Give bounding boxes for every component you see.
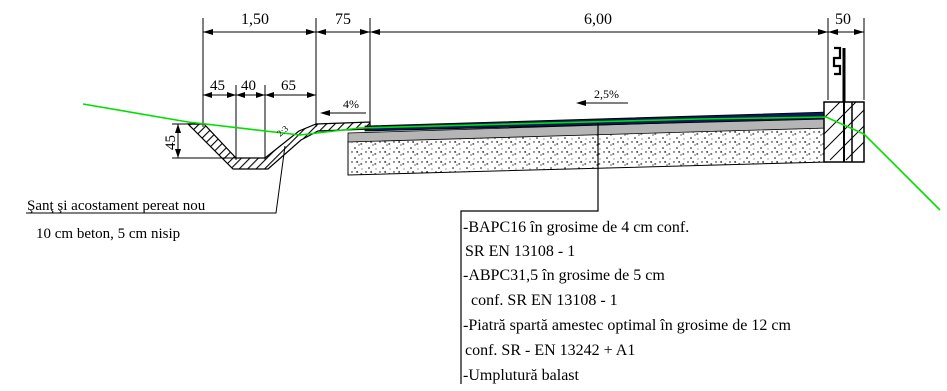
terrain-line: [82, 103, 941, 211]
layer-line: -Piatră spartă amestec optimal în grosim…: [463, 317, 791, 334]
dim-ditch-right: 65: [281, 78, 296, 94]
dim-ditch-bottom: 40: [241, 78, 256, 94]
layer-line: -Umplutură balast: [463, 367, 580, 384]
dimension-arrows: [175, 29, 864, 158]
guardrail: [823, 46, 865, 163]
layer-line: conf. SR - EN 13242 + A1: [465, 342, 635, 359]
dim-guardrail-width: 50: [835, 11, 851, 28]
layers-legend: -BAPC16 în grosime de 4 cm conf. SR EN 1…: [463, 219, 791, 384]
slope-arrow-shoulder: [320, 110, 366, 116]
slope-shoulder-label: 4%: [343, 97, 359, 111]
ditch-note-leader: [26, 145, 286, 214]
ditch-slope-ratio: 2:3: [275, 123, 291, 138]
layer-line: conf. SR EN 13108 - 1: [467, 292, 618, 309]
layer-line: -BAPC16 în grosime de 4 cm conf.: [463, 219, 689, 236]
dim-ditch-depth: 45: [163, 135, 179, 150]
dim-ditch-width: 1,50: [241, 11, 269, 28]
dim-shoulder-width: 75: [335, 11, 351, 28]
layers-leader: [460, 123, 599, 384]
layer-line: SR EN 13108 - 1: [465, 243, 575, 260]
ditch-note-line2: 10 cm beton, 5 cm nisip: [36, 226, 180, 242]
slope-road-label: 2,5%: [594, 87, 619, 101]
dim-carriageway-width: 6,00: [584, 11, 612, 28]
ditch-note-line1: Şanţ şi acostament pereat nou: [27, 198, 206, 214]
layer-line: -ABPC31,5 în grosime de 5 cm: [463, 267, 665, 284]
slope-arrow-road: [576, 100, 628, 106]
dim-ditch-left: 45: [210, 78, 225, 94]
paved-ditch: [186, 121, 371, 170]
